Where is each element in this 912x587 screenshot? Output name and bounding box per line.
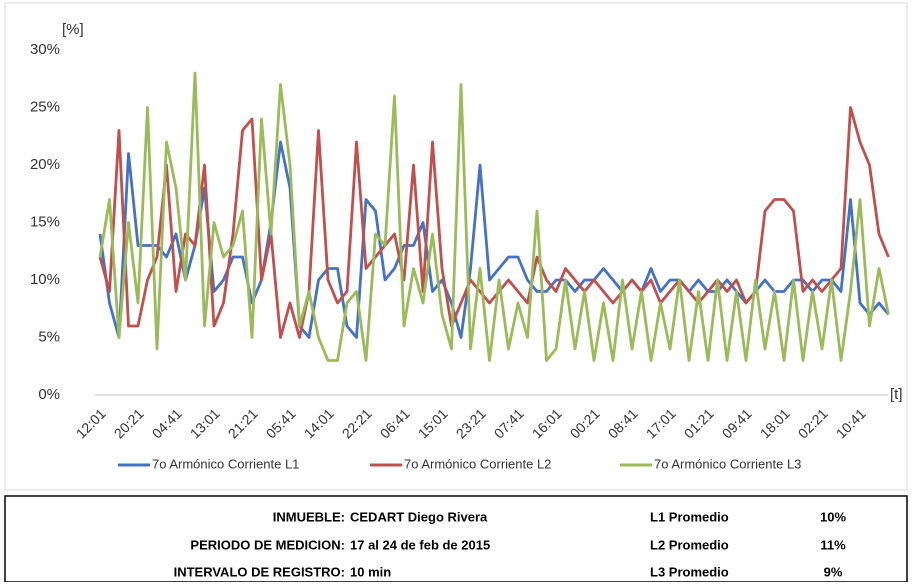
stat-label: L1 Promedio xyxy=(650,509,729,524)
row-value: CEDART Diego Rivera xyxy=(350,509,488,524)
stat-value: 11% xyxy=(820,537,846,552)
y-tick-label: 25% xyxy=(30,98,60,115)
legend-label: 7o Armónico Corriente L2 xyxy=(404,456,551,471)
info-table xyxy=(4,495,908,583)
legend-label: 7o Armónico Corriente L1 xyxy=(152,456,299,471)
row-value: 10 min xyxy=(350,564,391,579)
y-tick-label: 0% xyxy=(38,386,60,403)
row-label: INMUEBLE: xyxy=(273,509,345,524)
stat-label: L3 Promedio xyxy=(650,564,729,579)
y-tick-label: 30% xyxy=(30,41,60,58)
x-axis-label: [t] xyxy=(890,386,903,403)
y-tick-label: 5% xyxy=(38,328,60,345)
y-axis-label: [%] xyxy=(62,21,84,38)
series-line xyxy=(98,71,890,362)
stat-value: 9% xyxy=(824,564,843,579)
legend-label: 7o Armónico Corriente L3 xyxy=(654,456,801,471)
row-label: PERIODO DE MEDICION: xyxy=(190,537,345,552)
y-tick-label: 20% xyxy=(30,156,60,173)
stat-label: L2 Promedio xyxy=(650,537,729,552)
y-tick-label: 10% xyxy=(30,271,60,288)
y-tick-label: 15% xyxy=(30,213,60,230)
stat-value: 10% xyxy=(820,509,846,524)
row-label: INTERVALO DE REGISTRO: xyxy=(174,564,345,579)
row-value: 17 al 24 de feb de 2015 xyxy=(350,537,490,552)
